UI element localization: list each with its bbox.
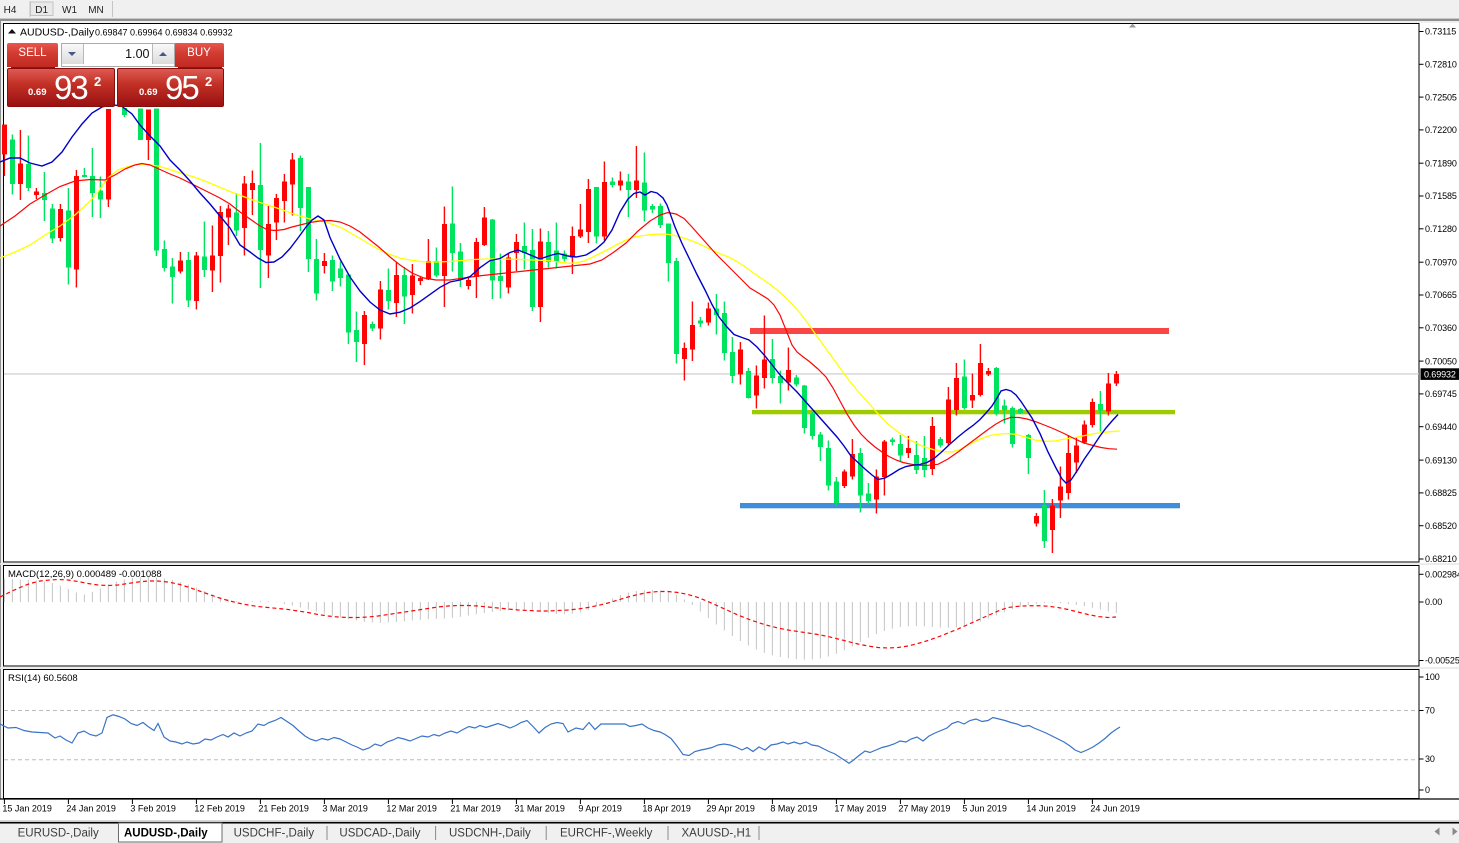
svg-text:H4: H4 bbox=[4, 5, 17, 16]
svg-text:USDCHF-,Daily: USDCHF-,Daily bbox=[234, 828, 315, 840]
svg-text:EURUSD-,Daily: EURUSD-,Daily bbox=[18, 828, 99, 840]
svg-text:0.69847 0.69964 0.69834 0.6993: 0.69847 0.69964 0.69834 0.69932 bbox=[95, 28, 233, 38]
svg-text:24 Jun 2019: 24 Jun 2019 bbox=[1090, 804, 1140, 814]
svg-text:12 Mar 2019: 12 Mar 2019 bbox=[386, 804, 437, 814]
svg-text:0.69440: 0.69440 bbox=[1425, 422, 1457, 432]
svg-text:0.002984: 0.002984 bbox=[1425, 570, 1459, 580]
svg-text:3 Mar 2019: 3 Mar 2019 bbox=[322, 804, 368, 814]
svg-text:0.69745: 0.69745 bbox=[1425, 389, 1457, 399]
svg-text:0.70970: 0.70970 bbox=[1425, 257, 1457, 267]
svg-text:17 May 2019: 17 May 2019 bbox=[834, 804, 886, 814]
svg-text:18 Apr 2019: 18 Apr 2019 bbox=[642, 804, 691, 814]
svg-text:USDCNH-,Daily: USDCNH-,Daily bbox=[449, 828, 531, 840]
svg-text:W1: W1 bbox=[62, 5, 77, 16]
svg-text:MN: MN bbox=[88, 5, 104, 16]
svg-text:14 Jun 2019: 14 Jun 2019 bbox=[1026, 804, 1076, 814]
svg-text:21 Mar 2019: 21 Mar 2019 bbox=[450, 804, 501, 814]
svg-text:0.70050: 0.70050 bbox=[1425, 356, 1457, 366]
svg-text:0.73115: 0.73115 bbox=[1425, 27, 1456, 37]
svg-text:100: 100 bbox=[1425, 672, 1440, 682]
svg-text:0.69130: 0.69130 bbox=[1425, 455, 1457, 465]
svg-text:21 Feb 2019: 21 Feb 2019 bbox=[258, 804, 309, 814]
svg-text:EURCHF-,Weekly: EURCHF-,Weekly bbox=[560, 828, 653, 840]
svg-text:70: 70 bbox=[1425, 706, 1435, 716]
svg-text:D1: D1 bbox=[35, 5, 48, 16]
svg-text:0.72200: 0.72200 bbox=[1425, 125, 1457, 135]
svg-text:0.71280: 0.71280 bbox=[1425, 224, 1457, 234]
svg-text:AUDUSD-,Daily: AUDUSD-,Daily bbox=[124, 828, 208, 840]
svg-text:0: 0 bbox=[1425, 785, 1430, 795]
svg-text:RSI(14) 60.5608: RSI(14) 60.5608 bbox=[8, 673, 78, 684]
svg-text:31 Mar 2019: 31 Mar 2019 bbox=[514, 804, 565, 814]
svg-text:0.69932: 0.69932 bbox=[1424, 370, 1456, 380]
svg-text:0.68520: 0.68520 bbox=[1425, 521, 1457, 531]
svg-text:12 Feb 2019: 12 Feb 2019 bbox=[194, 804, 245, 814]
svg-text:29 Apr 2019: 29 Apr 2019 bbox=[706, 804, 755, 814]
svg-text:0.72810: 0.72810 bbox=[1425, 60, 1457, 70]
svg-text:5 Jun 2019: 5 Jun 2019 bbox=[962, 804, 1007, 814]
svg-text:0.68210: 0.68210 bbox=[1425, 554, 1457, 564]
svg-text:MACD(12,26,9) 0.000489 -0.0010: MACD(12,26,9) 0.000489 -0.001088 bbox=[8, 569, 162, 580]
svg-text:0.71585: 0.71585 bbox=[1425, 191, 1457, 201]
svg-text:XAUUSD-,H1: XAUUSD-,H1 bbox=[682, 828, 752, 840]
svg-text:0.72505: 0.72505 bbox=[1425, 92, 1457, 102]
svg-text:0.68825: 0.68825 bbox=[1425, 488, 1457, 498]
svg-text:24 Jan 2019: 24 Jan 2019 bbox=[66, 804, 116, 814]
svg-text:0.70665: 0.70665 bbox=[1425, 290, 1457, 300]
svg-text:AUDUSD-,Daily: AUDUSD-,Daily bbox=[20, 27, 95, 39]
svg-text:9 Apr 2019: 9 Apr 2019 bbox=[578, 804, 622, 814]
svg-text:27 May 2019: 27 May 2019 bbox=[898, 804, 950, 814]
svg-text:3 Feb 2019: 3 Feb 2019 bbox=[130, 804, 176, 814]
svg-text:0.70360: 0.70360 bbox=[1425, 323, 1457, 333]
svg-text:8 May 2019: 8 May 2019 bbox=[770, 804, 817, 814]
svg-text:15 Jan 2019: 15 Jan 2019 bbox=[2, 804, 52, 814]
svg-text:0.00: 0.00 bbox=[1425, 597, 1442, 607]
svg-text:USDCAD-,Daily: USDCAD-,Daily bbox=[339, 828, 420, 840]
svg-text:0.71890: 0.71890 bbox=[1425, 158, 1457, 168]
svg-text:30: 30 bbox=[1425, 754, 1435, 764]
svg-text:-0.00525: -0.00525 bbox=[1425, 656, 1459, 666]
